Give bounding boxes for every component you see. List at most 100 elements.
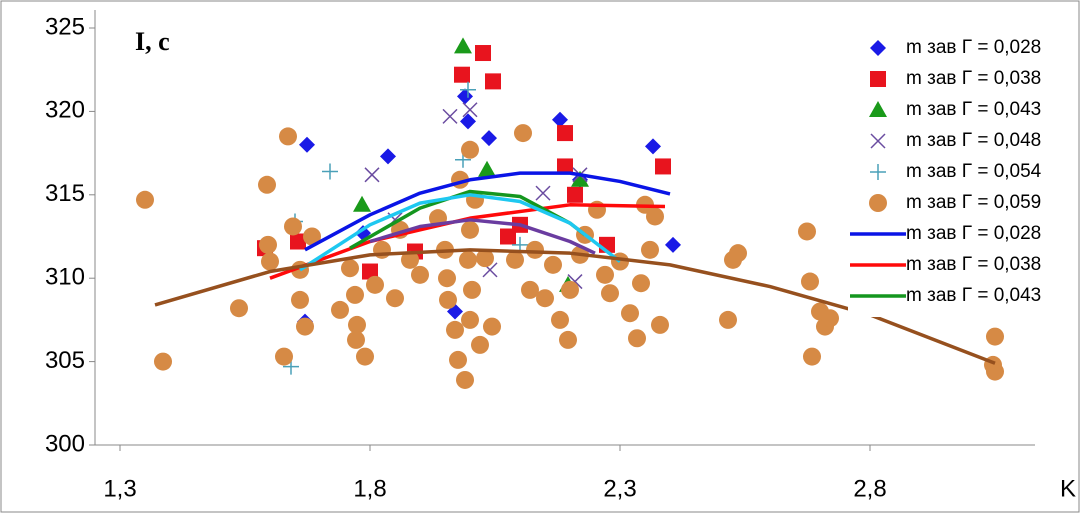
point	[299, 136, 315, 153]
point	[561, 280, 579, 299]
point	[401, 250, 419, 269]
point	[454, 37, 472, 54]
point	[284, 217, 302, 236]
point	[655, 158, 671, 175]
legend-label: m зав Г = 0,059	[906, 192, 1041, 213]
point	[596, 265, 614, 284]
point	[461, 140, 479, 159]
legend: m зав Г = 0,028 m зав Г = 0,038 m зав Г = …	[848, 32, 1078, 317]
point	[290, 233, 306, 250]
point	[456, 370, 474, 389]
point	[719, 310, 737, 329]
legend-label: m зав Г = 0,028	[906, 37, 1041, 58]
point	[279, 127, 297, 146]
point	[136, 190, 154, 209]
point	[442, 108, 458, 124]
point	[461, 310, 479, 329]
point	[364, 167, 380, 183]
point	[536, 289, 554, 308]
point	[514, 124, 532, 143]
point	[439, 290, 457, 309]
legend-label: m зав Г = 0,043	[906, 99, 1041, 120]
point	[353, 195, 371, 212]
point	[557, 125, 573, 142]
legend-background	[848, 32, 1078, 317]
point	[454, 66, 470, 83]
point	[646, 207, 664, 226]
point	[331, 300, 349, 319]
point	[651, 315, 669, 334]
point	[986, 327, 1004, 346]
point	[275, 347, 293, 366]
point	[559, 330, 577, 349]
point	[485, 73, 501, 90]
point	[356, 347, 374, 366]
legend-marker	[870, 71, 886, 87]
point	[544, 255, 562, 274]
point	[366, 275, 384, 294]
y-tick-label: 310	[45, 264, 85, 291]
point	[521, 280, 539, 299]
point	[986, 362, 1004, 381]
point	[449, 350, 467, 369]
point	[821, 309, 839, 328]
point	[632, 274, 650, 293]
point	[483, 317, 501, 336]
point	[291, 290, 309, 309]
point	[303, 227, 321, 246]
x-tick-label: 2,3	[603, 475, 636, 502]
y-tick-label: 315	[45, 180, 85, 207]
point	[803, 347, 821, 366]
x-tick-label: 2,8	[853, 475, 886, 502]
point	[801, 272, 819, 291]
point	[798, 222, 816, 241]
point	[461, 220, 479, 239]
point	[438, 269, 456, 288]
y-tick-label: 320	[45, 97, 85, 124]
fit-curve	[154, 248, 996, 365]
y-axis-title: I, c	[135, 27, 170, 56]
fit-curve	[299, 193, 622, 272]
point	[475, 45, 491, 62]
legend-label: m зав Г = 0,038	[906, 254, 1041, 275]
point	[481, 130, 497, 147]
y-tick-label: 300	[45, 430, 85, 457]
point	[446, 320, 464, 339]
x-tick-label: 1,3	[103, 475, 136, 502]
legend-marker	[870, 164, 886, 180]
x-axis-title: K	[1060, 475, 1076, 502]
point	[348, 315, 366, 334]
point	[601, 284, 619, 303]
point	[526, 240, 544, 259]
point	[258, 175, 276, 194]
fit-curve	[304, 171, 671, 252]
point	[386, 289, 404, 308]
point	[154, 352, 172, 371]
point	[665, 236, 681, 253]
point	[457, 88, 473, 105]
point	[628, 329, 646, 348]
legend-label: m зав Г = 0,043	[906, 285, 1041, 306]
point	[411, 265, 429, 284]
y-tick-label: 325	[45, 13, 85, 40]
point	[462, 102, 478, 118]
point	[567, 186, 583, 203]
point	[261, 252, 279, 271]
legend-marker	[869, 101, 887, 117]
point	[259, 235, 277, 254]
point	[471, 335, 489, 354]
point	[341, 259, 359, 278]
legend-label: m зав Г = 0,054	[906, 161, 1042, 182]
legend-marker	[869, 194, 887, 212]
point	[552, 111, 568, 128]
point	[641, 240, 659, 259]
point	[476, 249, 494, 268]
point	[478, 160, 496, 177]
point	[460, 81, 476, 98]
point	[322, 163, 338, 180]
legend-label: m зав Г = 0,038	[906, 68, 1041, 89]
point	[296, 317, 314, 336]
fit-curve	[369, 218, 596, 255]
point	[346, 285, 364, 304]
